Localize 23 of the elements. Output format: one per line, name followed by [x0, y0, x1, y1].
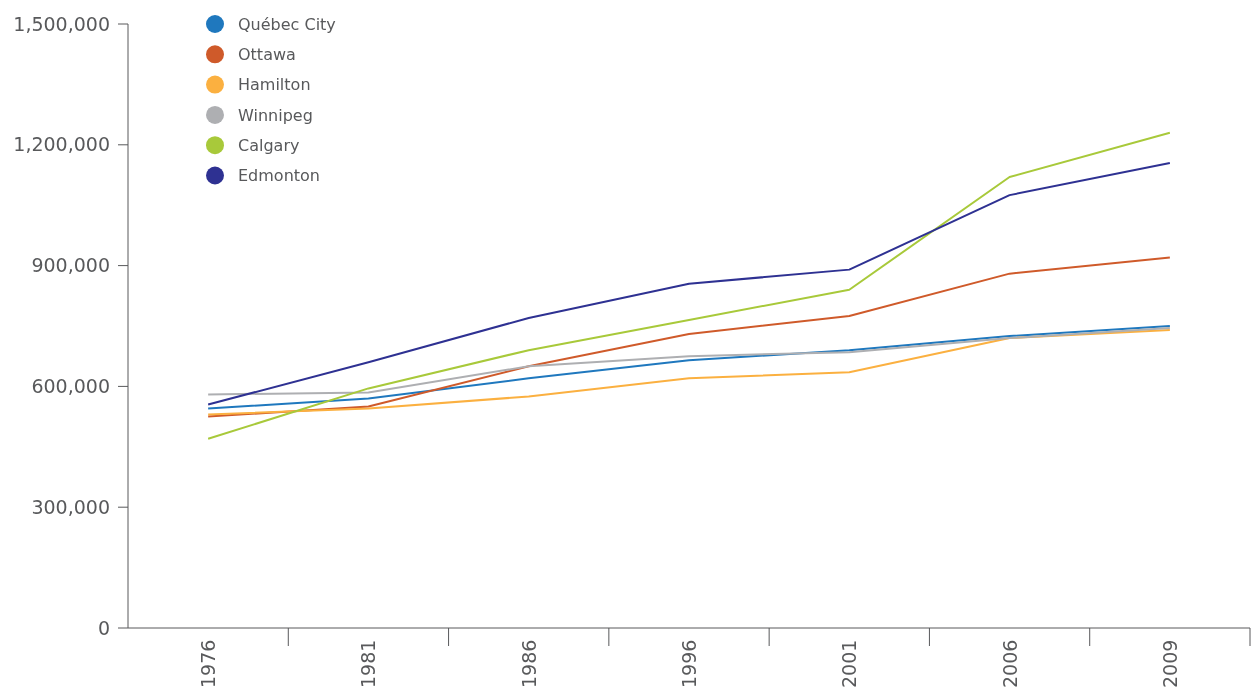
- line-series: [207, 256, 1171, 418]
- legend-label: Hamilton: [238, 75, 311, 95]
- y-tick-label: 0: [97, 616, 110, 639]
- x-tick-label: 1986: [517, 639, 540, 688]
- legend-label: Ottawa: [238, 44, 296, 64]
- y-tick-label: 1,200,000: [13, 133, 110, 156]
- y-tick-label: 1,500,000: [13, 12, 110, 35]
- x-tick-label: 2009: [1158, 639, 1181, 688]
- line-series: [207, 327, 1171, 396]
- x-tick-label: 1996: [678, 639, 700, 688]
- x-tick-label: 2001: [838, 639, 861, 688]
- y-tick-label: 600,000: [31, 375, 110, 398]
- x-tick-label: 1976: [197, 639, 220, 688]
- line-series: [207, 131, 1171, 440]
- line-series: [207, 161, 1171, 406]
- legend-label: Winnipeg: [238, 105, 313, 125]
- y-tick-label: 300,000: [31, 495, 110, 518]
- legend-label: Québec City: [238, 14, 336, 34]
- legend-label: Edmonton: [238, 166, 320, 186]
- legend-label: Calgary: [238, 135, 300, 155]
- x-tick-label: 1981: [357, 639, 380, 688]
- x-tick-label: 2006: [998, 639, 1021, 688]
- y-tick-label: 900,000: [31, 254, 110, 277]
